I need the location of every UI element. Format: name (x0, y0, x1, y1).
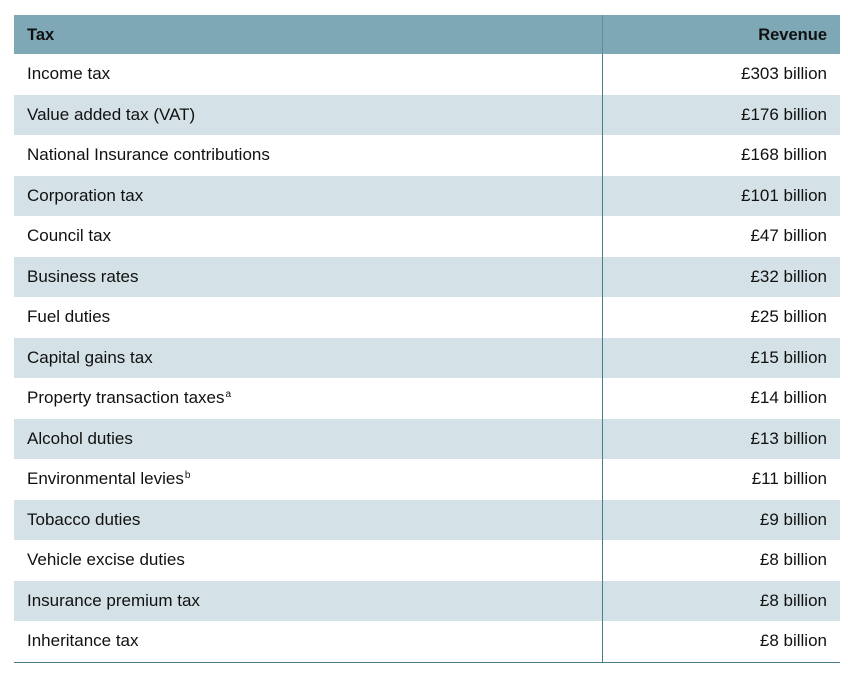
table-row: Capital gains tax £15 billion (14, 337, 840, 378)
table-row: Inheritance tax £8 billion (14, 621, 840, 663)
table-header: Tax Revenue (14, 15, 840, 54)
revenue-cell: £168 billion (601, 135, 840, 176)
revenue-cell: £47 billion (601, 216, 840, 257)
table-row: National Insurance contributions £168 bi… (14, 135, 840, 176)
table-row: Corporation tax £101 billion (14, 175, 840, 216)
table-row: Fuel duties £25 billion (14, 297, 840, 338)
tax-name: Property transaction taxes (27, 388, 225, 408)
revenue-cell: £176 billion (601, 94, 840, 135)
tax-name: Insurance premium tax (27, 590, 200, 610)
table-row: Income tax £303 billion (14, 54, 840, 95)
tax-name-cell: Insurance premium tax (14, 580, 602, 621)
tax-name-cell: Council tax (14, 216, 602, 257)
tax-name-cell: Environmental leviesb (14, 459, 602, 500)
tax-name: Business rates (27, 266, 139, 286)
tax-name-cell: Inheritance tax (14, 621, 602, 663)
table-row: Tobacco duties £9 billion (14, 499, 840, 540)
tax-name-cell: Business rates (14, 256, 602, 297)
revenue-cell: £8 billion (601, 580, 840, 621)
tax-name: Vehicle excise duties (27, 550, 185, 570)
tax-revenue-table-container: Tax Revenue Income tax £303 billion Valu… (14, 15, 840, 663)
tax-name: Tobacco duties (27, 509, 141, 529)
table-row: Environmental leviesb £11 billion (14, 459, 840, 500)
footnote-marker: a (225, 389, 232, 401)
table-row: Vehicle excise duties £8 billion (14, 540, 840, 581)
table-row: Business rates £32 billion (14, 256, 840, 297)
header-row: Tax Revenue (14, 15, 840, 54)
header-tax: Tax (14, 15, 602, 54)
tax-name: Capital gains tax (27, 347, 153, 367)
tax-name-cell: Value added tax (VAT) (14, 94, 602, 135)
tax-name-cell: Tobacco duties (14, 499, 602, 540)
tax-revenue-table: Tax Revenue Income tax £303 billion Valu… (14, 15, 840, 663)
table-row: Alcohol duties £13 billion (14, 418, 840, 459)
header-revenue: Revenue (601, 15, 840, 54)
tax-name: Environmental levies (27, 469, 184, 489)
tax-name-cell: Alcohol duties (14, 418, 602, 459)
tax-name: Fuel duties (27, 307, 111, 327)
tax-name-cell: Capital gains tax (14, 337, 602, 378)
table-row: Value added tax (VAT) £176 billion (14, 94, 840, 135)
tax-name-cell: Income tax (14, 54, 602, 95)
table-body: Income tax £303 billion Value added tax … (14, 54, 840, 663)
tax-name: National Insurance contributions (27, 145, 270, 165)
tax-name: Corporation tax (27, 185, 144, 205)
revenue-cell: £32 billion (601, 256, 840, 297)
revenue-cell: £14 billion (601, 378, 840, 419)
tax-name-cell: Property transaction taxesa (14, 378, 602, 419)
table-row: Insurance premium tax £8 billion (14, 580, 840, 621)
tax-name: Alcohol duties (27, 428, 133, 448)
revenue-cell: £11 billion (601, 459, 840, 500)
tax-name-cell: Fuel duties (14, 297, 602, 338)
revenue-cell: £8 billion (601, 621, 840, 663)
tax-name-cell: Corporation tax (14, 175, 602, 216)
tax-name: Council tax (27, 226, 112, 246)
tax-name: Inheritance tax (27, 631, 139, 651)
footnote-marker: b (184, 470, 191, 482)
revenue-cell: £25 billion (601, 297, 840, 338)
tax-name: Value added tax (VAT) (27, 104, 196, 124)
revenue-cell: £101 billion (601, 175, 840, 216)
revenue-cell: £9 billion (601, 499, 840, 540)
revenue-cell: £303 billion (601, 54, 840, 95)
revenue-cell: £15 billion (601, 337, 840, 378)
revenue-cell: £13 billion (601, 418, 840, 459)
tax-name-cell: National Insurance contributions (14, 135, 602, 176)
revenue-cell: £8 billion (601, 540, 840, 581)
tax-name: Income tax (27, 64, 111, 84)
table-row: Property transaction taxesa £14 billion (14, 378, 840, 419)
tax-name-cell: Vehicle excise duties (14, 540, 602, 581)
table-row: Council tax £47 billion (14, 216, 840, 257)
